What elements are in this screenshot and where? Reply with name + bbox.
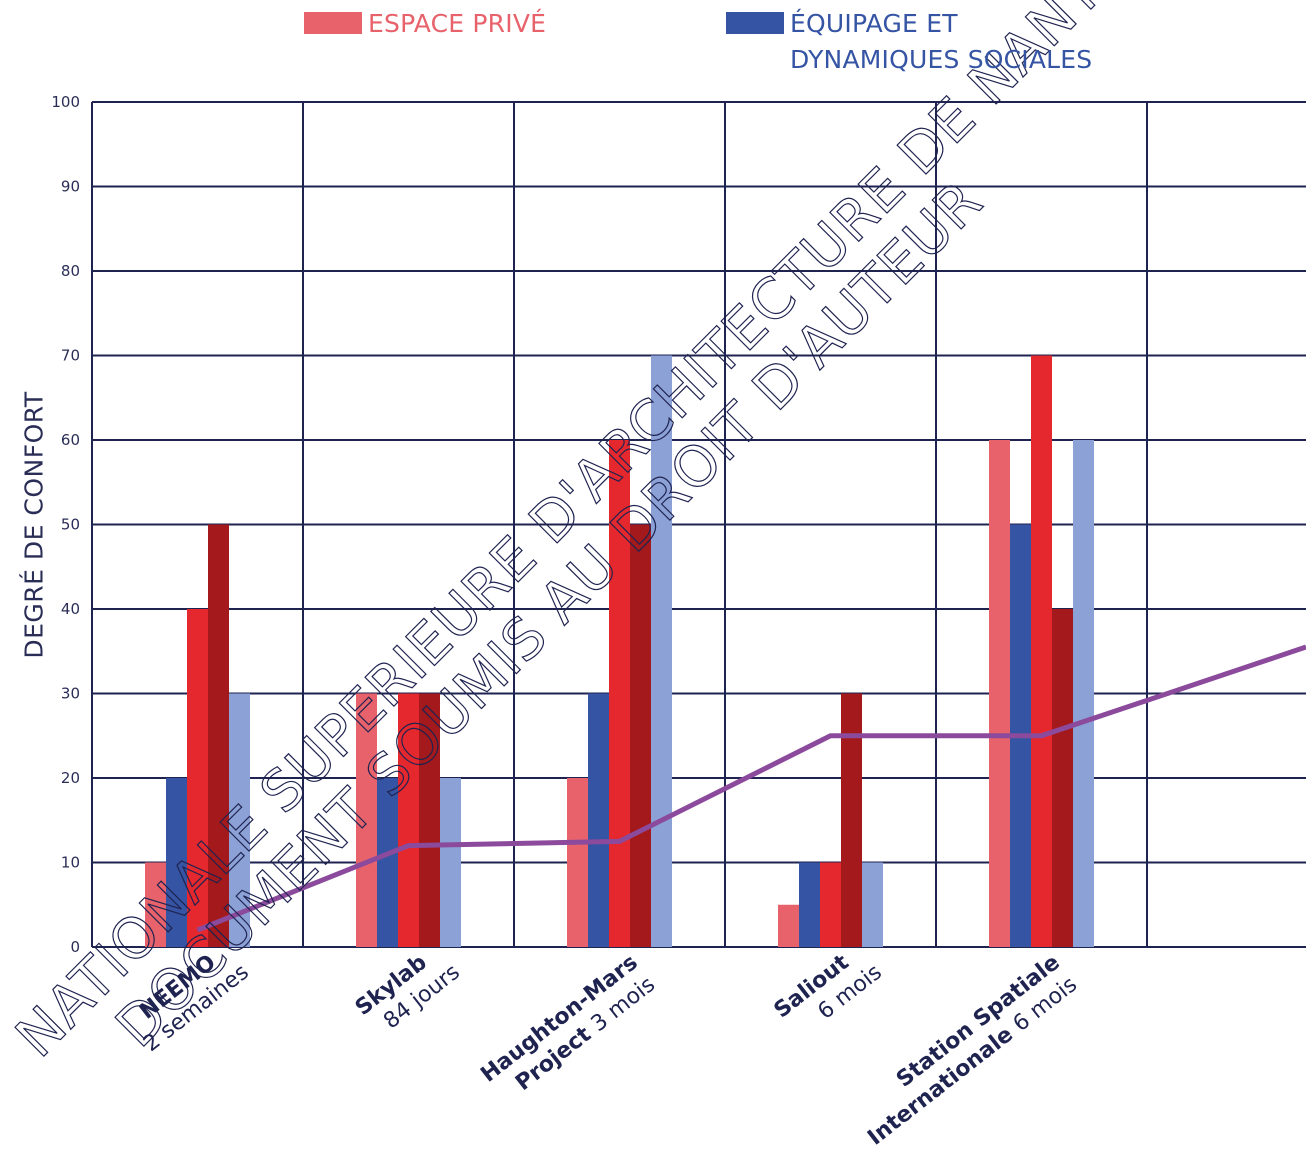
y-axis-label: DEGRÉ DE CONFORT [19,391,49,659]
bar [187,609,208,947]
bar [820,862,841,947]
bar [1052,609,1073,947]
bar [630,524,651,947]
bar [778,904,799,947]
bar [356,693,377,947]
bar [377,778,398,947]
y-tick-label: 0 [70,938,80,956]
y-tick-label: 70 [61,347,80,365]
bar [989,440,1010,947]
bar [651,355,672,947]
trend-line [196,644,1306,933]
legend-swatch [726,12,784,34]
bar [567,778,588,947]
y-tick-label: 30 [61,685,80,703]
bar [419,693,440,947]
bar [588,693,609,947]
y-tick-label: 80 [61,262,80,280]
category-name-line2: Internationale 6 mois [863,972,1082,1150]
chart-bars [145,355,1094,947]
legend-label: ÉQUIPAGE ET [790,9,958,38]
bar [1031,355,1052,947]
bar [841,693,862,947]
bar [229,693,250,947]
y-tick-label: 50 [61,516,80,534]
bar [440,778,461,947]
legend-label: ESPACE PRIVÉ [368,9,547,38]
y-axis-ticks: 0 10 20 30 40 50 60 70 80 90 100 [51,93,80,956]
bar [145,862,166,947]
y-tick-label: 100 [51,93,80,111]
y-tick-label: 10 [61,854,80,872]
y-tick-label: 60 [61,431,80,449]
legend-swatch [304,12,362,34]
bar [799,862,820,947]
y-tick-label: 40 [61,600,80,618]
bar [166,778,187,947]
trend-polyline [196,644,1306,933]
legend-label-line2: DYNAMIQUES SOCIALES [790,45,1093,74]
y-tick-label: 20 [61,769,80,787]
bar [398,693,419,947]
bar [609,440,630,947]
y-tick-label: 90 [61,178,80,196]
chart-grid [91,101,1306,948]
bar [862,862,883,947]
bar [1073,440,1094,947]
bar [208,524,229,947]
